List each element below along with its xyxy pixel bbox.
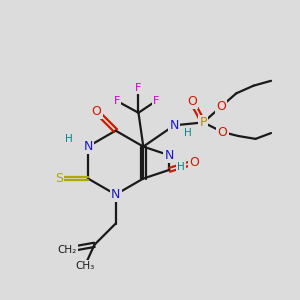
Text: CH₃: CH₃ [75,261,94,271]
Text: P: P [200,116,207,129]
Text: O: O [216,100,226,113]
Text: H: H [65,134,73,144]
Text: CH₂: CH₂ [58,245,77,255]
Text: F: F [153,96,159,106]
Text: O: O [190,156,200,169]
Text: O: O [187,94,196,108]
Text: N: N [83,140,93,153]
Text: H: H [177,162,185,172]
Text: N: N [169,119,179,132]
Text: H: H [184,128,192,138]
Text: N: N [111,188,120,201]
Text: O: O [218,126,228,139]
Text: O: O [92,105,101,118]
Text: N: N [165,149,174,162]
Text: S: S [55,172,63,185]
Text: F: F [135,82,142,93]
Text: F: F [114,96,120,106]
